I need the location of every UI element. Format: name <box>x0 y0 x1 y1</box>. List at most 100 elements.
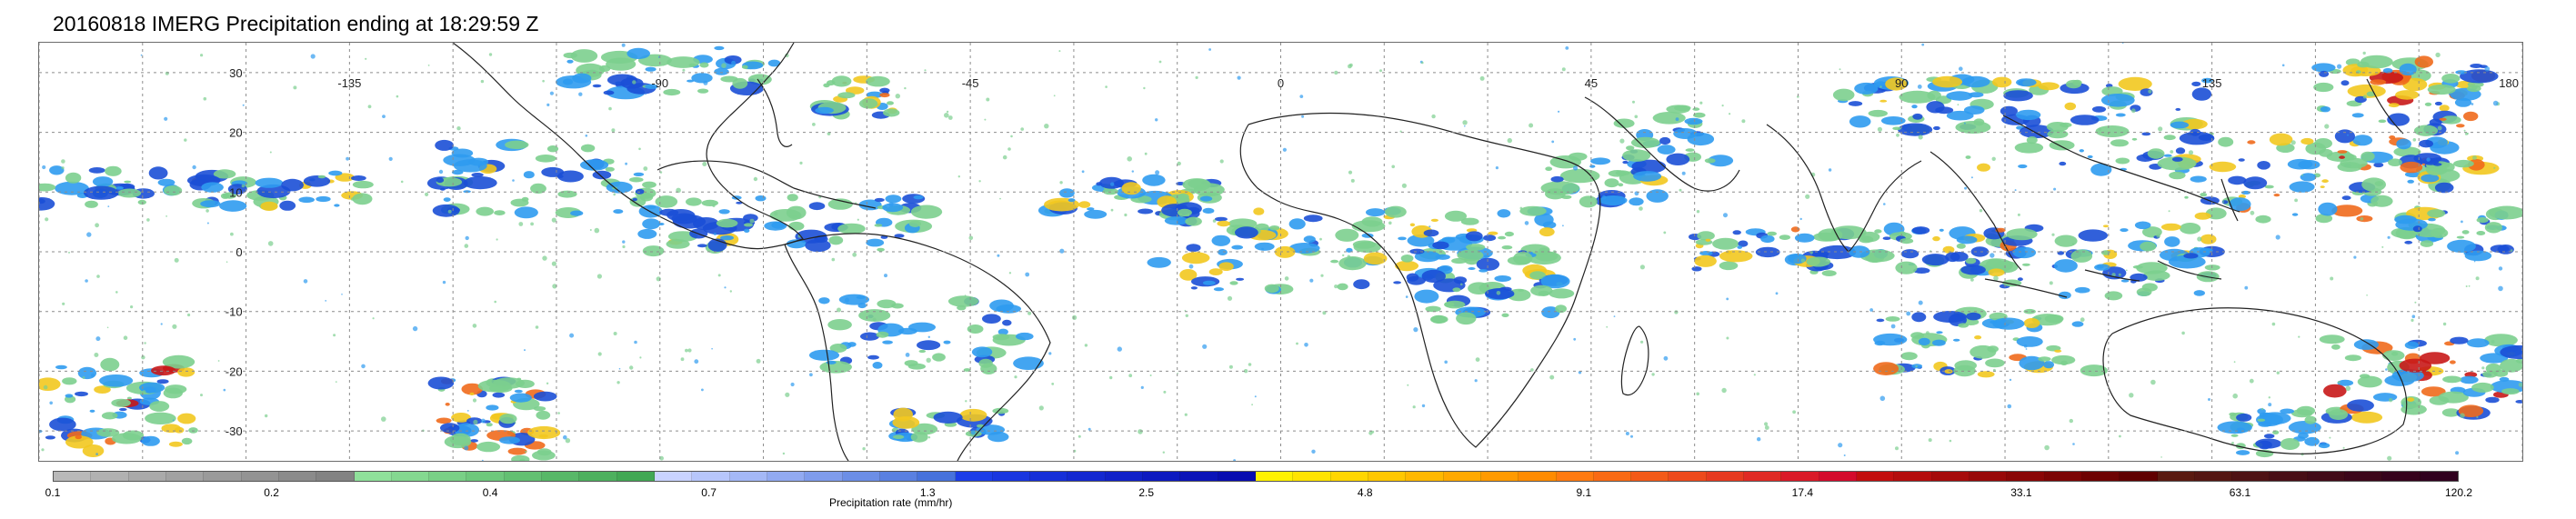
precip-drizzle <box>2049 281 2053 285</box>
precip-drizzle <box>2390 367 2394 372</box>
precip-cell <box>828 235 844 245</box>
precip-cell <box>1977 163 1990 172</box>
precip-cell <box>808 202 826 211</box>
precip-cell <box>1213 287 1224 292</box>
precip-cell <box>1674 105 1691 112</box>
precip-cell <box>2016 78 2037 87</box>
precip-cell <box>436 177 445 184</box>
precip-cell <box>1932 339 1946 346</box>
colorbar-swatch <box>1556 472 1594 481</box>
precip-cell <box>1190 286 1198 290</box>
precip-cell <box>687 79 695 83</box>
precip-cell <box>2051 354 2076 365</box>
precip-cell <box>1288 243 1320 254</box>
precip-cell <box>2359 374 2371 379</box>
precip-drizzle <box>365 57 367 60</box>
precip-cell <box>2218 136 2234 147</box>
precip-cell <box>2118 76 2152 91</box>
precip-drizzle <box>82 376 85 379</box>
precip-drizzle <box>49 401 53 405</box>
precip-drizzle <box>1008 272 1012 274</box>
precip-drizzle <box>438 169 444 175</box>
precip-cell <box>2110 139 2129 147</box>
precip-cell <box>168 441 183 447</box>
precip-cell <box>1147 256 1171 268</box>
precip-cell <box>2257 161 2270 170</box>
precip-cell <box>82 444 105 457</box>
precip-cell <box>1685 148 1695 152</box>
precip-cell <box>75 391 88 397</box>
precip-drizzle <box>1311 449 1316 454</box>
precip-drizzle <box>1613 315 1616 317</box>
precip-cell <box>2019 355 2045 371</box>
precip-cell <box>2087 155 2093 159</box>
precip-cell <box>2204 264 2220 271</box>
precip-cell <box>2340 80 2350 86</box>
precip-drizzle <box>62 302 65 305</box>
precip-cell <box>2441 408 2461 417</box>
precip-drizzle <box>1828 168 1832 172</box>
precip-drizzle <box>346 156 349 161</box>
precip-drizzle <box>852 252 857 257</box>
precip-cell <box>2464 250 2492 262</box>
precip-drizzle <box>968 235 974 241</box>
precip-drizzle <box>774 212 778 216</box>
precip-cell <box>891 303 904 309</box>
precip-cell <box>2488 205 2522 220</box>
precip-drizzle <box>2381 245 2384 248</box>
precip-drizzle <box>964 294 967 296</box>
precip-drizzle <box>203 96 207 101</box>
precip-cell <box>505 140 529 149</box>
precip-cell <box>2130 273 2148 282</box>
precip-drizzle <box>1949 439 1952 443</box>
precip-cell <box>826 360 837 364</box>
precip-drizzle <box>578 92 583 96</box>
precip-cell <box>642 218 660 230</box>
precip-drizzle <box>682 68 686 72</box>
latitude-label: 30 <box>229 66 242 80</box>
precip-drizzle <box>2435 52 2441 58</box>
precip-cell <box>1421 269 1447 283</box>
precip-cell <box>1849 245 1870 258</box>
precip-drizzle <box>1928 438 1932 443</box>
precip-cell <box>2339 155 2346 159</box>
precip-drizzle <box>753 176 758 182</box>
precip-cell <box>2331 344 2340 350</box>
precip-drizzle <box>1970 176 1973 179</box>
precip-cell <box>2313 82 2334 93</box>
precip-drizzle <box>2071 243 2075 245</box>
precip-drizzle <box>1895 446 1899 451</box>
precip-cell <box>2201 77 2213 84</box>
precip-drizzle <box>1322 311 1327 315</box>
precip-cell <box>858 199 882 211</box>
precip-drizzle <box>1507 137 1513 144</box>
precip-cell <box>2352 135 2373 146</box>
precip-cell <box>220 193 230 199</box>
precip-drizzle <box>472 324 477 328</box>
precip-cell <box>440 423 460 434</box>
precip-drizzle <box>1681 171 1686 175</box>
precip-cell <box>1965 155 1971 159</box>
precip-cell <box>2255 438 2282 449</box>
precip-cell <box>2180 223 2201 235</box>
precip-cell <box>1950 252 1969 262</box>
precip-drizzle <box>594 227 600 234</box>
precip-drizzle <box>2475 276 2480 281</box>
precip-drizzle <box>206 222 209 225</box>
precip-drizzle <box>551 261 557 266</box>
precip-cell <box>1303 235 1316 244</box>
latitude-label: 10 <box>229 185 242 199</box>
precip-drizzle <box>1202 344 1208 349</box>
precip-cell <box>1351 220 1386 233</box>
precip-cell <box>2193 290 2205 296</box>
precip-cell <box>592 84 602 88</box>
precip-cell <box>126 396 132 400</box>
precip-cell <box>1002 319 1012 326</box>
precip-cell <box>1794 233 1815 243</box>
precip-drizzle <box>140 54 143 56</box>
precip-cell <box>1956 243 1966 249</box>
precip-drizzle <box>1679 188 1682 192</box>
colorbar-swatch <box>579 472 617 481</box>
precip-drizzle <box>2491 339 2495 344</box>
longitude-label: -135 <box>337 76 361 90</box>
